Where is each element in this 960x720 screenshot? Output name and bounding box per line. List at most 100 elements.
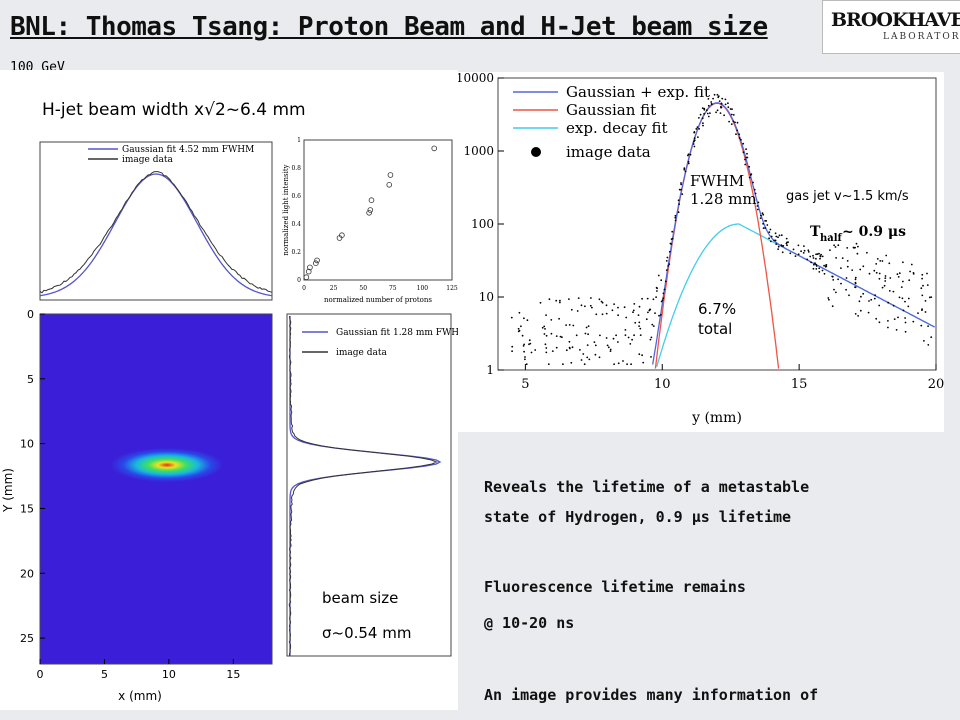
image-data-point	[677, 199, 680, 202]
image-data-point	[565, 324, 567, 326]
image-data-point	[528, 343, 530, 346]
scatter-frame	[303, 139, 453, 281]
image-data-point	[754, 192, 757, 195]
image-data-point	[862, 265, 865, 268]
image-data-point	[631, 338, 633, 341]
image-data-point	[649, 338, 652, 341]
image-data-point	[854, 246, 856, 249]
image-data-point	[742, 151, 745, 154]
logo-text: BROOKHAVEN	[831, 9, 960, 31]
image-data-point	[835, 291, 837, 294]
scatter-point	[313, 260, 319, 267]
image-data-point	[840, 267, 842, 269]
image-data-point	[775, 235, 778, 238]
image-data-point	[897, 316, 899, 319]
image-data-point	[651, 323, 654, 326]
image-data-point	[568, 340, 571, 343]
image-data-point	[642, 361, 645, 364]
image-data-point	[680, 183, 682, 186]
image-data-point	[895, 329, 898, 331]
image-data-point	[855, 242, 858, 245]
heatmap-x-tick: 0	[37, 668, 44, 681]
image-data-point	[734, 121, 736, 124]
image-data-point	[545, 334, 548, 337]
image-data-point	[632, 309, 635, 312]
image-data-point	[550, 319, 553, 321]
beam-size-label: beam size	[322, 589, 399, 607]
image-data-point	[660, 300, 663, 303]
image-data-point	[873, 297, 876, 300]
image-data-point	[777, 248, 779, 251]
image-data-point	[624, 334, 627, 336]
image-data-point	[742, 142, 745, 145]
log-y-tick: 1	[486, 363, 494, 377]
image-data-point	[720, 102, 723, 105]
image-data-point	[797, 253, 800, 256]
legend-fit-label: Gaussian fit 4.52 mm FWHM	[122, 145, 254, 155]
image-data-point	[658, 314, 660, 317]
heatmap-x-tick: 15	[226, 668, 240, 681]
image-data-point	[613, 363, 615, 366]
image-data-point	[878, 321, 881, 324]
image-data-point	[802, 252, 805, 254]
image-data-point	[770, 240, 772, 243]
log-x-tick: 20	[928, 377, 944, 392]
image-data-point	[606, 344, 609, 347]
image-data-point	[710, 103, 713, 105]
image-data-point	[858, 300, 861, 303]
legend-data-label: image data	[336, 348, 387, 358]
image-data-point	[662, 297, 665, 300]
image-data-point	[897, 276, 900, 278]
legend-data-label: image data	[566, 143, 651, 161]
image-data-point	[762, 213, 765, 216]
gas-jet-label: gas jet v~1.5 km/s	[786, 189, 909, 204]
image-data-point	[888, 290, 891, 292]
image-data-point	[816, 253, 819, 256]
image-data-point	[693, 145, 696, 148]
image-data-point	[517, 327, 520, 330]
image-data-point	[909, 270, 911, 273]
image-data-point	[528, 339, 531, 342]
scatter-point	[387, 172, 394, 178]
image-data-point	[823, 272, 826, 275]
image-data-point	[702, 124, 704, 127]
image-data-point	[703, 113, 705, 115]
image-data-point	[782, 245, 785, 247]
image-data-point	[720, 106, 722, 109]
image-data-point	[792, 248, 795, 251]
image-data-point	[696, 126, 699, 128]
image-data-point	[753, 188, 756, 191]
scatter-x-tick: 0	[302, 285, 306, 292]
image-data-point	[879, 260, 882, 262]
image-data-point	[555, 335, 558, 337]
image-data-point	[889, 277, 892, 279]
image-data-point	[555, 299, 558, 302]
image-data-point	[586, 356, 589, 359]
image-data-point	[587, 325, 590, 327]
image-data-point	[706, 112, 709, 115]
image-data-point	[732, 114, 735, 116]
legend-data-marker	[531, 147, 541, 157]
image-data-point	[681, 193, 684, 195]
image-data-point	[626, 363, 628, 366]
image-data-point	[764, 227, 767, 229]
image-data-point	[638, 321, 641, 324]
image-data-point	[670, 238, 673, 241]
image-data-point	[559, 301, 561, 304]
image-data-point	[854, 286, 857, 289]
image-data-point	[570, 308, 573, 311]
image-data-point	[794, 255, 797, 257]
image-data-point	[766, 224, 769, 226]
image-data-point	[777, 236, 779, 239]
image-data-point	[634, 321, 637, 324]
image-data-point	[921, 309, 923, 311]
fwhm-annotation: FWHM	[690, 172, 744, 190]
image-data-point	[674, 219, 677, 222]
image-data-point	[612, 337, 615, 340]
paragraph-1-line-1: Reveals the lifetime of a metastable	[484, 478, 810, 496]
image-data-point	[803, 245, 805, 248]
scatter-point	[386, 181, 393, 188]
scatter-point	[431, 145, 438, 152]
image-data-point	[753, 199, 756, 202]
image-data-point	[693, 131, 696, 133]
